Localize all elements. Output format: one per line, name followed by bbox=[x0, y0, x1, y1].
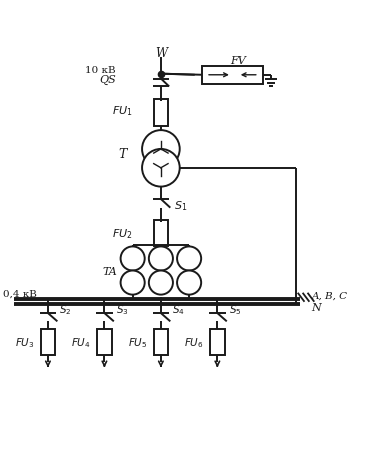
Text: $S_3$: $S_3$ bbox=[116, 303, 128, 317]
Bar bbox=[97, 329, 112, 356]
Text: $FU_4$: $FU_4$ bbox=[71, 335, 91, 349]
Circle shape bbox=[142, 150, 180, 187]
Circle shape bbox=[177, 271, 201, 295]
Circle shape bbox=[142, 131, 180, 169]
Text: $S_2$: $S_2$ bbox=[59, 303, 72, 317]
Text: $FU_3$: $FU_3$ bbox=[15, 335, 35, 349]
Text: TA: TA bbox=[103, 266, 118, 276]
Text: $S_5$: $S_5$ bbox=[229, 303, 241, 317]
Bar bbox=[154, 100, 168, 126]
Text: $FU_5$: $FU_5$ bbox=[128, 335, 148, 349]
Bar bbox=[202, 67, 262, 85]
Text: $FU_2$: $FU_2$ bbox=[112, 226, 133, 240]
Text: A, B, C: A, B, C bbox=[311, 291, 348, 300]
Text: N: N bbox=[311, 303, 321, 313]
Text: $S_1$: $S_1$ bbox=[174, 199, 187, 213]
Bar bbox=[41, 329, 55, 356]
Text: W: W bbox=[155, 47, 167, 60]
Circle shape bbox=[149, 271, 173, 295]
Text: $FU_1$: $FU_1$ bbox=[112, 105, 133, 118]
Circle shape bbox=[177, 247, 201, 271]
Bar bbox=[154, 329, 168, 356]
Text: FV: FV bbox=[230, 56, 246, 66]
Text: 0,4 кВ: 0,4 кВ bbox=[3, 289, 37, 298]
Text: $FU_6$: $FU_6$ bbox=[185, 335, 204, 349]
Bar bbox=[154, 220, 168, 246]
Circle shape bbox=[121, 271, 145, 295]
Text: $S_4$: $S_4$ bbox=[172, 303, 185, 317]
Text: QS: QS bbox=[99, 75, 116, 85]
Text: 10 кВ: 10 кВ bbox=[85, 66, 116, 75]
Circle shape bbox=[121, 247, 145, 271]
Bar bbox=[210, 329, 225, 356]
Circle shape bbox=[149, 247, 173, 271]
Text: T: T bbox=[119, 148, 127, 161]
